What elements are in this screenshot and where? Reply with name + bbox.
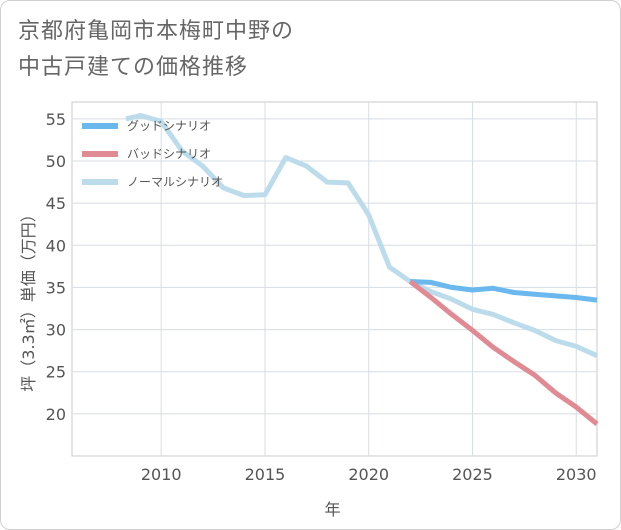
series-line-0 <box>410 279 598 303</box>
legend-item-1: バッドシナリオ <box>82 147 211 161</box>
y-tick-label-20: 20 <box>46 405 66 424</box>
y-tick-label-55: 55 <box>46 110 66 129</box>
series-line-2 <box>125 113 599 358</box>
legend-label-2: ノーマルシナリオ <box>127 175 223 189</box>
y-tick-label-45: 45 <box>46 194 66 213</box>
x-tick-label-2010: 2010 <box>141 465 182 484</box>
y-tick-label-25: 25 <box>46 363 66 382</box>
x-axis-label: 年 <box>324 500 340 519</box>
y-axis-label: 坪（3.3㎡）単価（万円） <box>19 206 38 391</box>
x-tick-label-2025: 2025 <box>452 465 493 484</box>
legend-item-2: ノーマルシナリオ <box>82 175 223 189</box>
x-tick-label-2015: 2015 <box>245 465 286 484</box>
series-line-1 <box>408 279 599 426</box>
y-tick-label-50: 50 <box>46 152 66 171</box>
y-tick-label-40: 40 <box>46 236 66 255</box>
series-layer <box>125 113 599 426</box>
y-tick-label-30: 30 <box>46 321 66 340</box>
plot-frame <box>71 101 598 457</box>
chart-title: 京都府亀岡市本梅町中野の 中古戸建ての価格推移 <box>18 19 295 80</box>
grid <box>71 101 598 457</box>
x-tick-label-2020: 2020 <box>348 465 389 484</box>
x-tick-label-2030: 2030 <box>556 465 597 484</box>
axes: 2010 2015 2020 2025 20302025303540455055年坪（3… <box>19 110 597 519</box>
legend-label-0: グッドシナリオ <box>127 119 211 133</box>
legend-label-1: バッドシナリオ <box>127 147 211 161</box>
y-tick-label-35: 35 <box>46 278 66 297</box>
legend-item-0: グッドシナリオ <box>82 119 211 133</box>
